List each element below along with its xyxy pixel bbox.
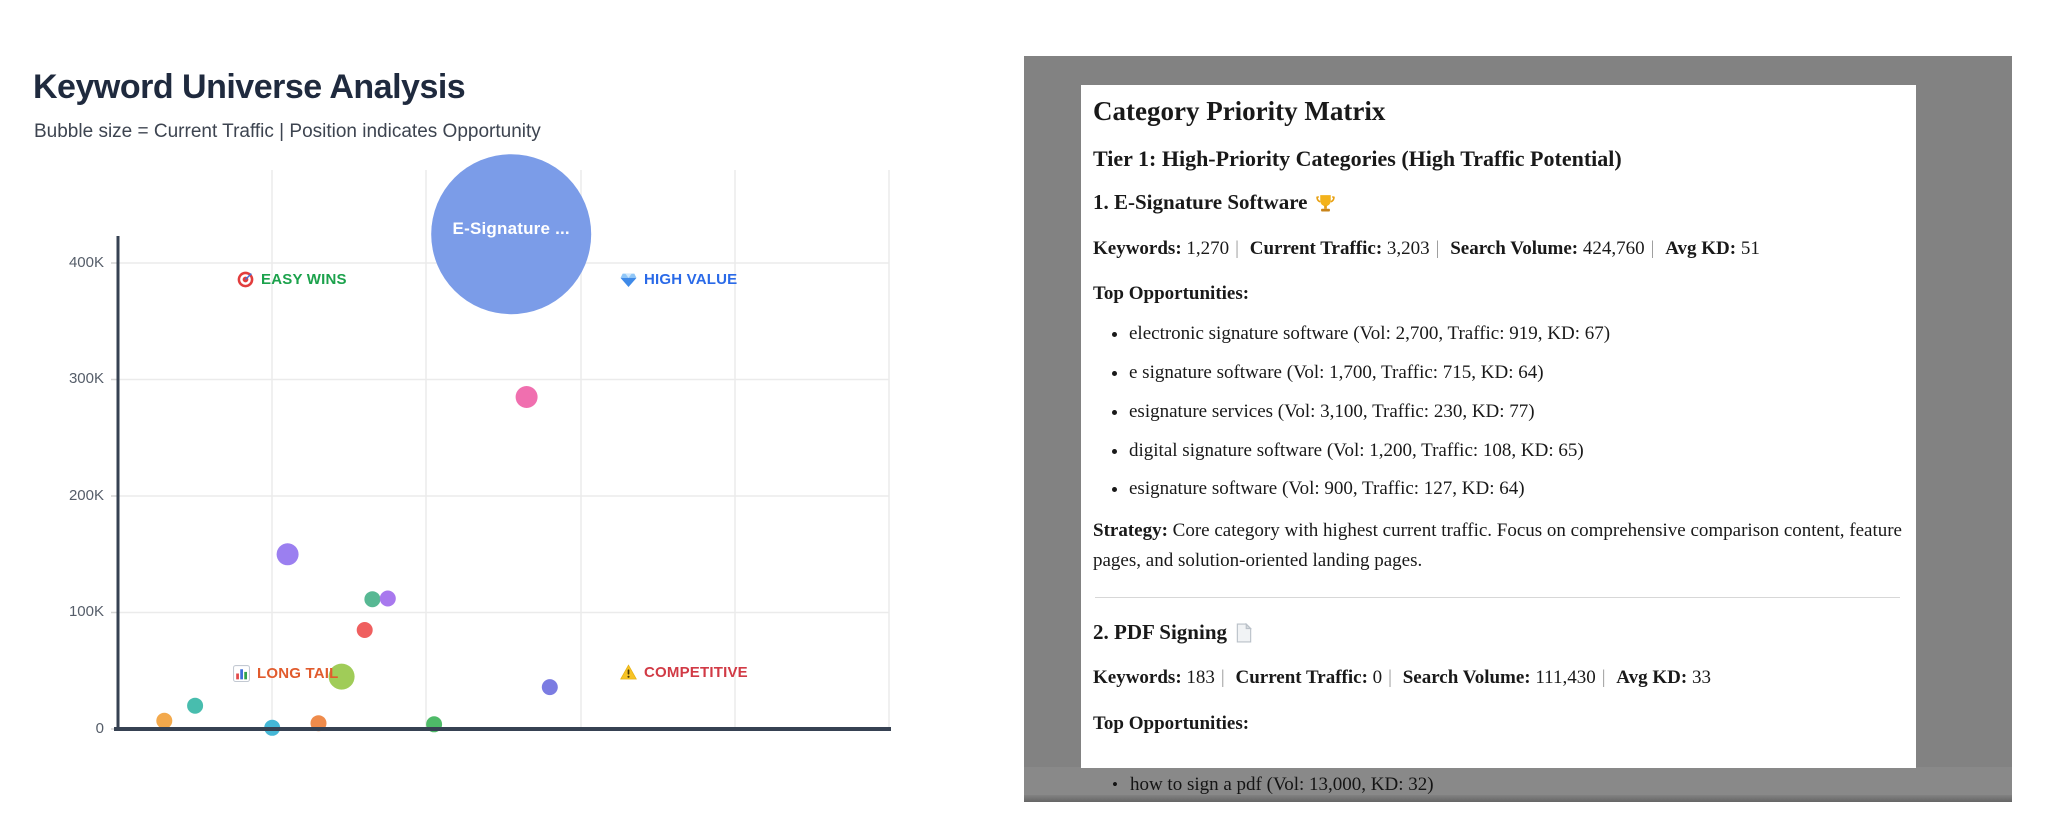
meta-label: Current Traffic:: [1249, 237, 1383, 259]
meta-separator: |: [1235, 237, 1239, 259]
meta-value: 3,203: [1386, 237, 1430, 259]
meta-label: Current Traffic:: [1235, 667, 1368, 689]
bullet-glyph: •: [1112, 775, 1118, 794]
bubble[interactable]: [187, 697, 204, 714]
bubble-layer: [156, 154, 592, 736]
warning-icon: [620, 664, 637, 680]
bar-chart-icon: [233, 665, 250, 682]
meta-label: Search Volume:: [1402, 667, 1531, 689]
section-heading-text: 2. PDF Signing: [1093, 620, 1227, 645]
quadrant-label-long-tail: LONG TAIL: [233, 665, 339, 682]
meta-line-pdf-signing: Keywords: 183 | Current Traffic: 0 | Searc…: [1093, 666, 1902, 690]
target-icon: [237, 271, 254, 288]
quadrant-label-text: LONG TAIL: [257, 665, 339, 682]
trophy-icon: [1316, 194, 1336, 212]
section-heading-pdf-signing: 2. PDF Signing: [1093, 620, 1902, 645]
bubble[interactable]: [364, 591, 381, 608]
meta-line-esignature: Keywords: 1,270 | Current Traffic: 3,203 |…: [1093, 237, 1902, 261]
top-opportunities-heading-2: Top Opportunities:: [1093, 713, 1250, 735]
tier1-heading: Tier 1: High-Priority Categories (High T…: [1093, 146, 1622, 172]
strategy-label: Strategy:: [1093, 520, 1168, 542]
meta-separator: |: [1220, 667, 1225, 689]
quadrant-label-competitive: COMPETITIVE: [620, 664, 748, 681]
bubble[interactable]: [156, 712, 173, 729]
meta-label: Avg KD:: [1616, 667, 1688, 689]
section-divider: [1095, 597, 1900, 599]
meta-separator: |: [1435, 237, 1440, 259]
quadrant-label-high-value: HIGH VALUE: [620, 271, 737, 288]
quadrant-label-text: COMPETITIVE: [644, 664, 748, 681]
meta-value: 0: [1372, 667, 1383, 689]
bubble[interactable]: [356, 622, 373, 638]
overflow-opportunity-row: • how to sign a pdf (Vol: 13,000, KD: 32…: [1024, 767, 2012, 803]
gem-icon: [620, 273, 637, 287]
bubble-chart[interactable]: [0, 0, 1000, 837]
page-subtitle: Bubble size = Current Traffic | Position…: [34, 121, 541, 142]
opportunities-list: electronic signature software (Vol: 2,70…: [1093, 322, 1902, 501]
meta-value: 111,430: [1535, 667, 1596, 689]
y-tick-400k: 400K: [68, 254, 104, 271]
strategy-text: Core category with highest current traff…: [1093, 520, 1902, 572]
meta-value: 51: [1740, 237, 1760, 259]
meta-label: Keywords:: [1093, 237, 1182, 259]
bubble[interactable]: [379, 590, 396, 607]
bubble[interactable]: [541, 679, 558, 696]
section-heading-esignature: 1. E-Signature Software: [1093, 190, 1902, 215]
meta-value: 424,760: [1582, 237, 1645, 259]
meta-value: 183: [1186, 667, 1215, 689]
priority-matrix-card: Category Priority Matrix Tier 1: High-Pr…: [1081, 85, 1916, 768]
opportunity-item: how to sign a pdf (Vol: 13,000, KD: 32): [1129, 774, 1434, 795]
y-tick-300k: 300K: [68, 370, 104, 387]
meta-separator: |: [1388, 667, 1392, 689]
bubble[interactable]: [431, 154, 592, 315]
priority-matrix-panel[interactable]: Category Priority Matrix Tier 1: High-Pr…: [1024, 56, 2012, 803]
bubble-label-esignature: E-Signature ...: [452, 219, 570, 239]
opportunity-item: e signature software (Vol: 1,700, Traffi…: [1129, 361, 1902, 385]
strategy-paragraph: Strategy: Core category with highest cur…: [1093, 516, 1902, 576]
y-tick-200k: 200K: [68, 487, 104, 504]
bubble[interactable]: [328, 663, 355, 690]
opportunity-item: esignature services (Vol: 3,100, Traffic…: [1129, 400, 1902, 424]
page-icon: [1236, 622, 1253, 643]
opportunity-item: electronic signature software (Vol: 2,70…: [1129, 322, 1902, 346]
meta-label: Keywords:: [1093, 667, 1182, 689]
horizontal-gridlines: [118, 262, 889, 614]
meta-value: 1,270: [1186, 237, 1230, 259]
opportunity-item: esignature software (Vol: 900, Traffic: …: [1129, 477, 1902, 501]
meta-separator: |: [1650, 237, 1655, 259]
page-title: Keyword Universe Analysis: [33, 68, 466, 106]
meta-separator: |: [1601, 667, 1606, 689]
meta-label: Avg KD:: [1665, 237, 1737, 259]
doc-title: Category Priority Matrix: [1093, 96, 1386, 126]
section-heading-text: 1. E-Signature Software: [1093, 190, 1308, 215]
meta-label: Search Volume:: [1450, 237, 1579, 259]
quadrant-label-easy-wins: EASY WINS: [237, 271, 347, 288]
y-tick-0: 0: [95, 720, 104, 737]
top-opportunities-heading: Top Opportunities:: [1093, 283, 1250, 305]
y-tick-100k: 100K: [68, 603, 104, 620]
quadrant-label-text: HIGH VALUE: [644, 271, 738, 288]
quadrant-label-text: EASY WINS: [261, 271, 347, 288]
opportunity-item: digital signature software (Vol: 1,200, …: [1129, 439, 1902, 463]
axes: [114, 236, 891, 731]
meta-value: 33: [1691, 667, 1711, 689]
bubble[interactable]: [515, 386, 538, 408]
bubble[interactable]: [276, 543, 299, 566]
